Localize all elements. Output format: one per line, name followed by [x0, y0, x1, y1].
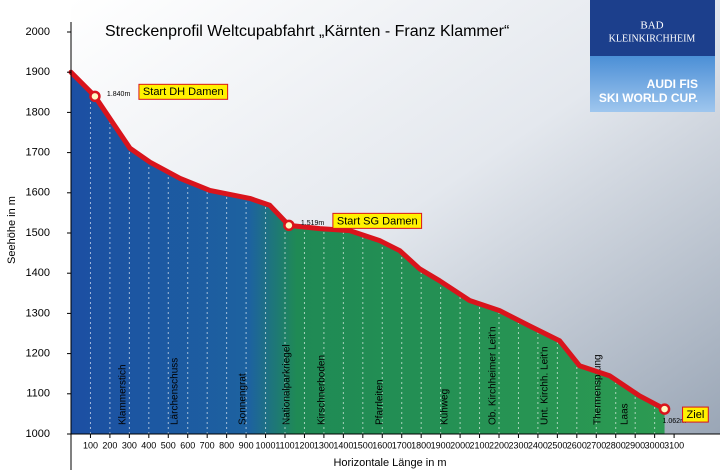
x-tick-label: 1600 — [372, 440, 392, 450]
y-tick-label: 1500 — [26, 227, 50, 239]
y-tick-label: 2000 — [26, 26, 50, 38]
y-tick-label: 1900 — [26, 66, 50, 78]
x-tick-label: 700 — [200, 440, 215, 450]
x-tick-label: 2100 — [470, 440, 490, 450]
marker-value-label: 1.840m — [107, 91, 131, 98]
y-tick-label: 1100 — [26, 388, 50, 400]
y-tick-label: 1300 — [26, 307, 50, 319]
marker-point — [283, 219, 295, 232]
area — [71, 72, 665, 434]
x-tick-label: 2300 — [508, 440, 528, 450]
y-tick-label: 1200 — [26, 348, 50, 360]
x-tick-label: 1400 — [333, 440, 353, 450]
logo-text: SKI WORLD CUP. — [599, 91, 698, 105]
x-tick-label: 400 — [141, 440, 156, 450]
x-tick-label: 600 — [180, 440, 195, 450]
x-tick-label: 500 — [161, 440, 176, 450]
x-tick-label: 2000 — [450, 440, 470, 450]
x-tick-label: 1300 — [314, 440, 334, 450]
x-tick-label: 1200 — [294, 440, 314, 450]
marker-label: Start SG Damen — [337, 215, 418, 227]
y-tick-label: 1800 — [26, 106, 50, 118]
y-tick-label: 1400 — [26, 267, 50, 279]
marker-label: Start DH Damen — [143, 86, 224, 98]
logo-bottom — [590, 56, 715, 112]
y-tick-label: 1600 — [26, 187, 50, 199]
x-tick-label: 2900 — [625, 440, 645, 450]
marker-point — [89, 90, 101, 103]
section-label: Nationalparkriegel — [282, 344, 293, 425]
x-tick-label: 200 — [102, 440, 117, 450]
logo-top — [590, 0, 715, 56]
marker-point — [658, 403, 671, 415]
section-label: Kirschnerboden — [317, 355, 328, 425]
marker-value-label: 1.519m — [301, 220, 325, 227]
x-tick-label: 2500 — [547, 440, 567, 450]
section-label: Kühweg — [440, 389, 451, 425]
x-tick-label: 800 — [219, 440, 234, 450]
x-tick-label: 2800 — [606, 440, 626, 450]
x-tick-label: 1100 — [275, 440, 294, 450]
x-tick-label: 2200 — [489, 440, 509, 450]
marker-label: Ziel — [687, 409, 705, 421]
x-axis-title: Horizontale Länge in m — [333, 457, 446, 469]
section-label: Unt. Kirchh. Leit'n — [540, 346, 551, 425]
logo: BAD KLEINKIRCHHEIM AUDI FIS SKI WORLD CU… — [590, 0, 715, 112]
y-tick-label: 1700 — [26, 147, 50, 159]
x-tick-label: 1500 — [353, 440, 373, 450]
section-label: Lärchenschuss — [170, 358, 181, 425]
marker-label-box — [332, 212, 423, 229]
section-label: Klammerstich — [118, 364, 129, 425]
x-tick-label: 2400 — [528, 440, 548, 450]
logo-text: BAD — [640, 20, 663, 32]
y-axis-title: Seehöhe in m — [6, 196, 18, 264]
x-tick-label: 900 — [239, 440, 254, 450]
profile-line — [68, 69, 668, 412]
section-label: Ob. Kirchheimer Leit'n — [488, 326, 499, 425]
section-label: Sonnengrat — [238, 373, 249, 425]
logo-text: AUDI FIS — [647, 77, 698, 91]
y-tick-label: 1000 — [26, 428, 50, 440]
marker-value-label: 1.062m — [663, 418, 687, 425]
x-tick-label: 3100 — [664, 440, 684, 450]
x-tick-label: 1700 — [392, 440, 412, 450]
section-label: Thermensprung — [593, 354, 604, 425]
logo-text: KLEINKIRCHHEIM — [609, 33, 696, 44]
section-label: Pfarrleiten — [375, 379, 386, 425]
marker-label-box — [682, 406, 709, 423]
x-tick-label: 1800 — [411, 440, 431, 450]
x-tick-label: 1900 — [431, 440, 451, 450]
x-tick-label: 1000 — [256, 440, 276, 450]
x-tick-label: 2700 — [586, 440, 606, 450]
section-label: Laas — [620, 403, 631, 425]
x-tick-label: 3000 — [645, 440, 665, 450]
x-tick-label: 2600 — [567, 440, 587, 450]
x-tick-label: 100 — [83, 440, 98, 450]
x-tick-label: 300 — [122, 440, 137, 450]
chart-title: Streckenprofil Weltcupabfahrt „Kärnten -… — [105, 23, 509, 40]
marker-label-box — [138, 83, 229, 100]
